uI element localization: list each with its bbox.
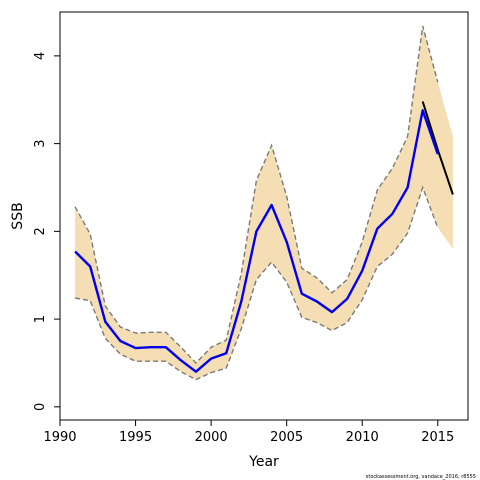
x-tick-label: 2010 (346, 430, 379, 445)
y-tick-label: 2 (33, 227, 48, 235)
y-tick-label: 3 (33, 139, 48, 147)
y-tick-label: 0 (33, 403, 48, 411)
x-tick-label: 2005 (270, 430, 303, 445)
x-tick-label: 2015 (421, 430, 454, 445)
y-tick-label: 4 (33, 52, 48, 60)
x-tick-label: 1995 (119, 430, 152, 445)
upper-ci-line (74, 25, 439, 365)
axis-layer: 1990 1995 2000 2005 2010 2015 0 1 2 3 4 (33, 52, 454, 445)
confidence-band-layer (75, 26, 453, 380)
y-tick-label: 1 (33, 315, 48, 323)
source-footnote: stockassessment.org, vandace_2016, r8555 (366, 474, 476, 480)
ssb-estimate-line (74, 109, 439, 373)
x-axis-title: Year (248, 454, 279, 470)
x-tick-label: 2000 (195, 430, 228, 445)
plot-frame (59, 11, 469, 421)
confidence-band (75, 26, 438, 380)
forecast-band (422, 26, 453, 249)
x-tick-label: 1990 (43, 430, 76, 445)
series-layer (74, 25, 454, 381)
y-axis-title: SSB (10, 202, 26, 229)
forecast-line (421, 101, 454, 195)
